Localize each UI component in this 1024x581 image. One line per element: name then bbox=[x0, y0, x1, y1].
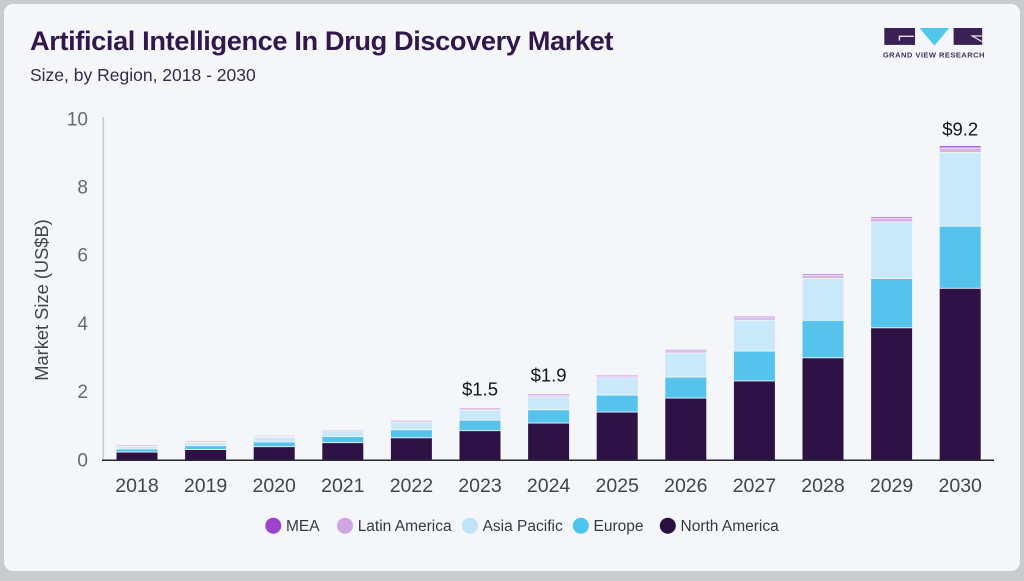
svg-text:2025: 2025 bbox=[596, 475, 640, 497]
svg-text:2030: 2030 bbox=[939, 475, 983, 497]
svg-text:Market Size (US$B): Market Size (US$B) bbox=[31, 219, 52, 381]
svg-text:Artificial Intelligence In Dru: Artificial Intelligence In Drug Discover… bbox=[30, 25, 613, 56]
svg-text:Size, by Region, 2018 - 2030: Size, by Region, 2018 - 2030 bbox=[30, 65, 256, 85]
svg-text:2028: 2028 bbox=[801, 475, 844, 497]
svg-text:North America: North America bbox=[681, 518, 780, 535]
svg-text:2018: 2018 bbox=[115, 475, 158, 497]
svg-text:$9.2: $9.2 bbox=[942, 119, 978, 140]
svg-text:2: 2 bbox=[77, 382, 88, 403]
svg-text:2024: 2024 bbox=[527, 475, 571, 497]
svg-text:MEA: MEA bbox=[286, 518, 320, 535]
svg-text:10: 10 bbox=[67, 109, 88, 130]
svg-text:Asia Pacific: Asia Pacific bbox=[483, 518, 563, 535]
svg-text:6: 6 bbox=[77, 246, 88, 267]
svg-text:2021: 2021 bbox=[321, 475, 364, 497]
svg-text:Europe: Europe bbox=[594, 518, 644, 535]
svg-text:$1.5: $1.5 bbox=[462, 379, 498, 400]
svg-text:2020: 2020 bbox=[253, 475, 297, 497]
svg-text:2023: 2023 bbox=[458, 475, 501, 497]
svg-text:Latin America: Latin America bbox=[358, 518, 452, 535]
svg-text:GRAND VIEW RESEARCH: GRAND VIEW RESEARCH bbox=[883, 51, 985, 60]
svg-text:8: 8 bbox=[77, 178, 88, 199]
svg-text:2022: 2022 bbox=[390, 475, 433, 497]
svg-text:$1.9: $1.9 bbox=[531, 365, 567, 386]
svg-text:2029: 2029 bbox=[870, 475, 913, 497]
svg-text:2027: 2027 bbox=[733, 475, 776, 497]
svg-text:4: 4 bbox=[77, 314, 88, 335]
svg-text:0: 0 bbox=[77, 450, 88, 471]
svg-text:2026: 2026 bbox=[664, 475, 707, 497]
svg-text:2019: 2019 bbox=[184, 475, 227, 497]
